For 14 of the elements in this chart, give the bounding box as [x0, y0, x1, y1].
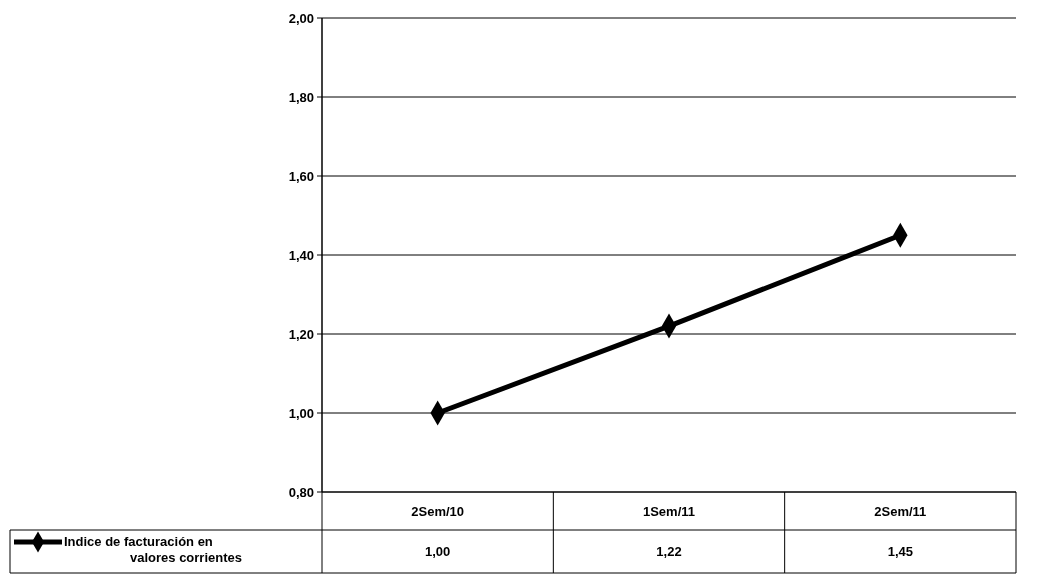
data-label: 1,45 [887, 544, 913, 560]
data-label: 1,00 [425, 544, 451, 560]
data-label: 1,22 [656, 544, 682, 560]
x-tick-label: 1Sem/11 [642, 503, 696, 519]
y-tick-label: 1,60 [288, 168, 314, 184]
y-tick-label: 1,40 [288, 247, 314, 263]
y-tick-label: 2,00 [288, 10, 314, 26]
y-tick-label: 1,80 [288, 89, 314, 105]
x-tick-label: 2Sem/11 [874, 503, 927, 519]
y-tick-label: 1,20 [288, 326, 314, 342]
legend-label: Indice de facturación en valores corrientes [64, 534, 243, 565]
y-tick-label: 1,00 [288, 405, 314, 421]
x-tick-label: 2Sem/10 [411, 503, 465, 519]
y-tick-label: 0,80 [288, 484, 314, 500]
